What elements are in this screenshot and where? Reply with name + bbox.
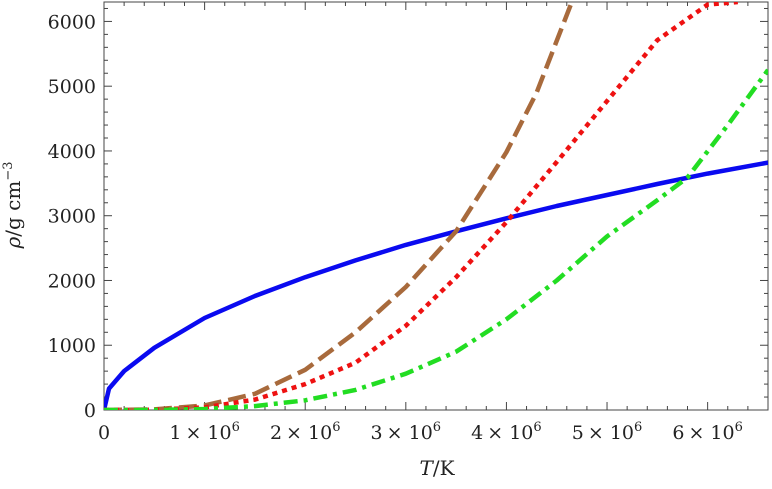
- x-tick-mantissa: 3: [371, 422, 383, 444]
- y-tick-label: 0: [84, 400, 96, 422]
- x-tick-mantissa: 0: [98, 422, 110, 444]
- y-tick-label: 6000: [48, 11, 96, 33]
- plot-border: [103, 1, 769, 411]
- y-axis-symbol: ρ: [1, 237, 25, 250]
- x-tick-exponent: 6: [332, 420, 340, 435]
- x-tick-mantissa: 4: [471, 422, 483, 444]
- x-tick-exponent: 6: [533, 420, 541, 435]
- x-tick-base: × 10: [286, 422, 332, 444]
- y-tick-label: 2000: [48, 270, 96, 292]
- x-tick-base: × 10: [688, 422, 734, 444]
- x-tick-label: 3 × 106: [371, 420, 442, 444]
- x-tick-base: × 10: [185, 422, 231, 444]
- plot-frame: [103, 1, 769, 411]
- x-tick-label: 5 × 106: [572, 420, 643, 444]
- series-3-line: [104, 2, 738, 410]
- curves: [104, 2, 768, 410]
- x-tick-exponent: 6: [634, 420, 642, 435]
- x-tick-exponent: 6: [232, 420, 240, 435]
- x-tick-base: × 10: [588, 422, 634, 444]
- x-axis-label: T/K: [419, 456, 455, 480]
- x-tick-exponent: 6: [433, 420, 441, 435]
- y-tick-label: 3000: [48, 206, 96, 228]
- y-tick-label: 5000: [48, 76, 96, 98]
- y-axis-unit: /g cm: [1, 181, 25, 237]
- x-tick-exponent: 6: [735, 420, 743, 435]
- series-2-line: [104, 2, 574, 410]
- y-axis-label: ρ/g cm−3: [1, 161, 25, 249]
- x-tick-base: × 10: [387, 422, 433, 444]
- y-tick-label: 1000: [48, 335, 96, 357]
- y-tick-label: 4000: [48, 141, 96, 163]
- x-axis-unit: /K: [433, 456, 456, 480]
- x-tick-base: × 10: [487, 422, 533, 444]
- tick-labels: 0 1 × 106 2 × 106 3 × 106 4 × 106 5 × 106 6 × 106010…: [48, 11, 743, 444]
- x-tick-mantissa: 2: [270, 422, 282, 444]
- x-tick-label: 6 × 106: [672, 420, 743, 444]
- series-1-line: [104, 160, 768, 410]
- x-tick-label: 0: [98, 422, 110, 444]
- x-tick-label: 2 × 106: [270, 420, 341, 444]
- x-tick-label: 4 × 106: [471, 420, 542, 444]
- y-axis-unit-exponent: −3: [1, 161, 16, 180]
- x-tick-mantissa: 5: [572, 422, 584, 444]
- x-tick-mantissa: 6: [672, 422, 684, 444]
- x-tick-label: 1 × 106: [169, 420, 240, 444]
- axis-ticks: [103, 2, 769, 411]
- x-axis-symbol: T: [419, 456, 434, 480]
- x-tick-mantissa: 1: [169, 422, 181, 444]
- series-4-line: [104, 68, 768, 410]
